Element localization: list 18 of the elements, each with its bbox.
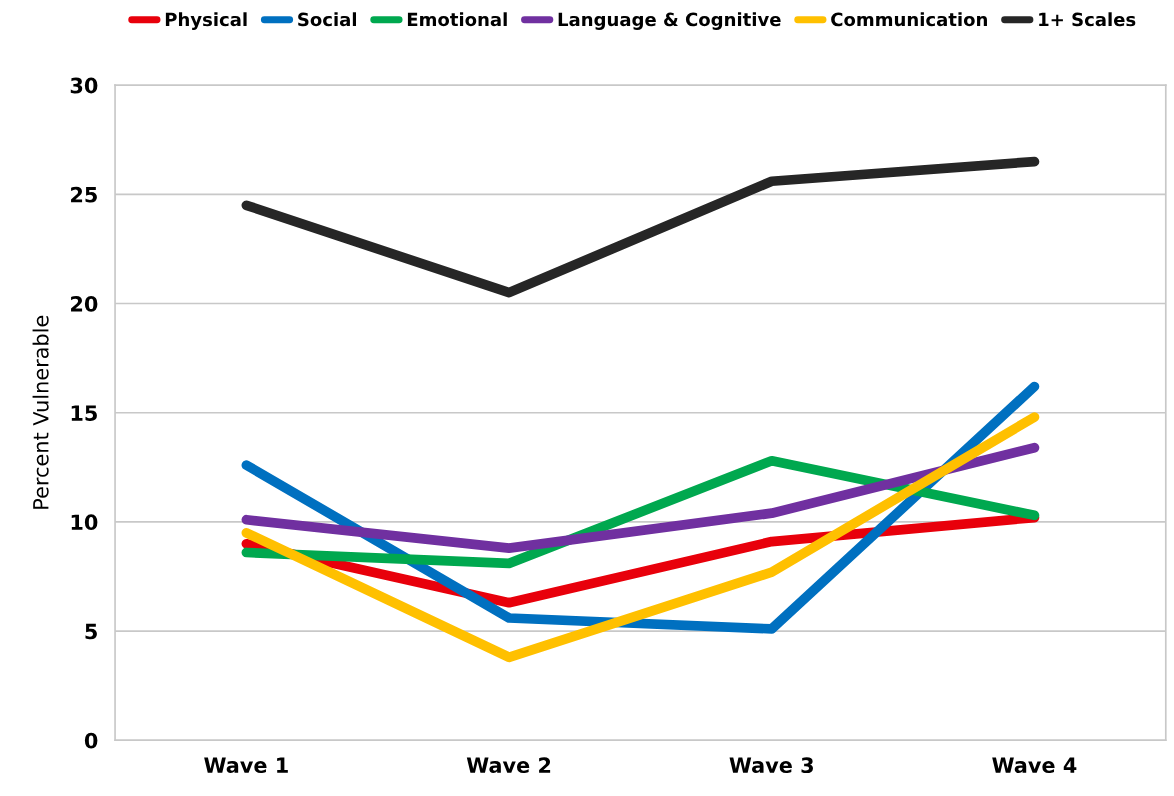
legend-label: Language & Cognitive: [558, 12, 781, 30]
x-tick-label: Wave 4: [992, 757, 1077, 774]
legend-label: Physical: [165, 12, 247, 30]
legend-label: Emotional: [407, 12, 507, 27]
y-tick-label: 10: [71, 514, 98, 531]
x-tick-label: Wave 1: [204, 757, 288, 774]
legend-label: 1+ Scales: [1039, 12, 1136, 27]
y-tick-label: 30: [70, 77, 98, 94]
y-tick-label: 15: [71, 405, 97, 421]
legend-label: Communication: [831, 12, 987, 27]
y-tick-label: 25: [71, 186, 97, 203]
y-tick-label: 5: [85, 623, 97, 640]
legend-label: Social: [298, 12, 357, 27]
y-tick-label: 0: [84, 732, 98, 749]
y-axis-title: Percent Vulnerable: [32, 315, 49, 509]
y-tick-label: 20: [71, 295, 98, 312]
x-tick-label: Wave 2: [466, 757, 551, 774]
x-tick-label: Wave 3: [729, 757, 813, 774]
